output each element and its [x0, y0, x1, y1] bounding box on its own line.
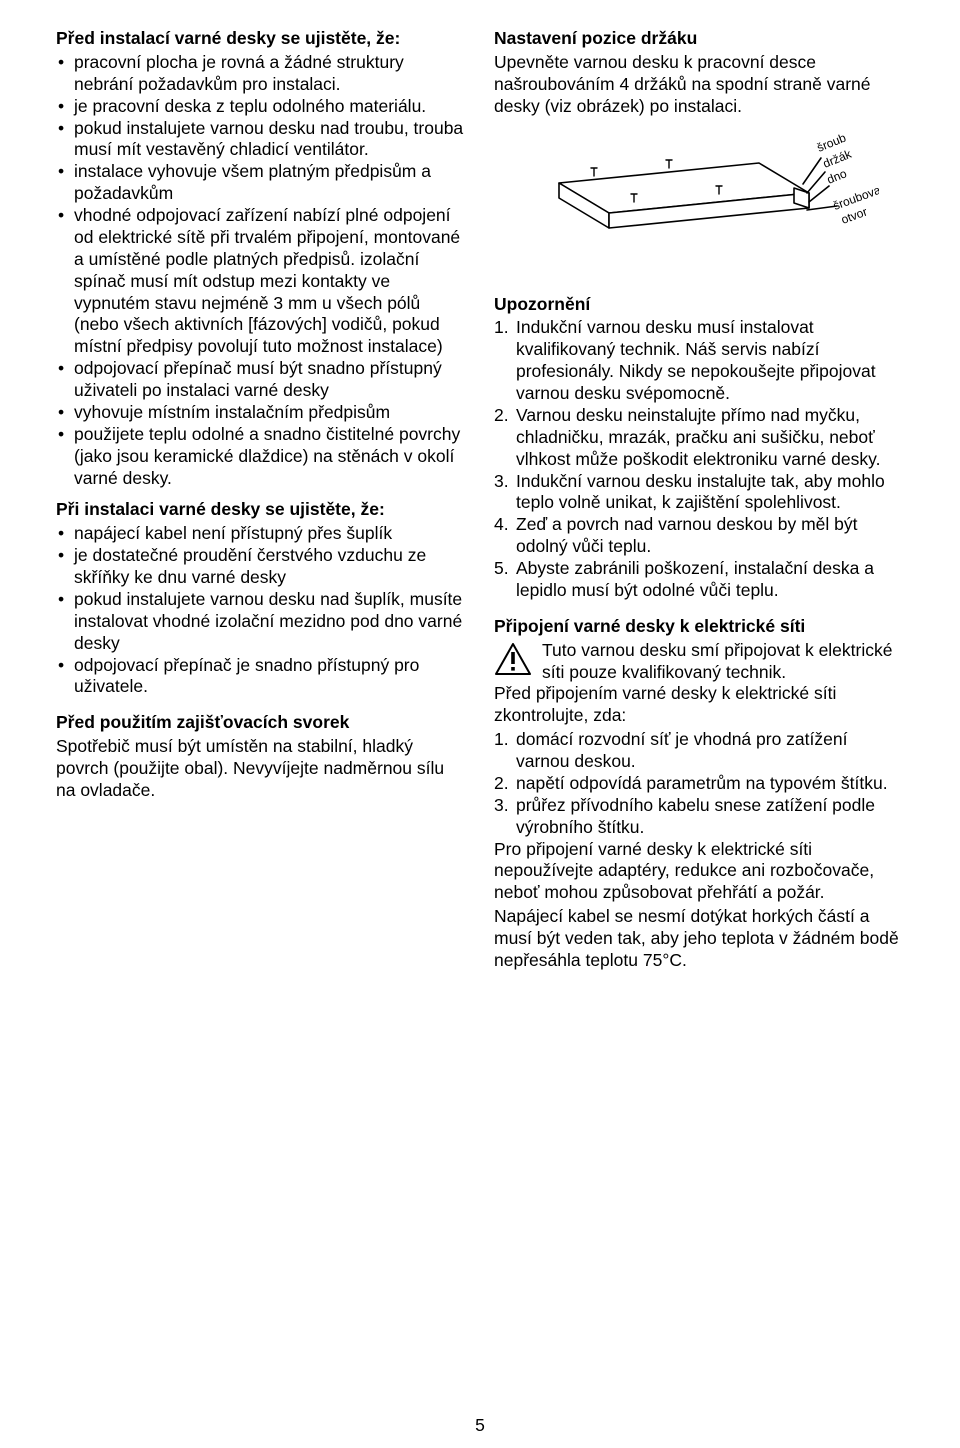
warning-callout: Tuto varnou desku smí připojovat k elekt… — [494, 640, 904, 684]
section-warning: Upozornění Indukční varnou desku musí in… — [494, 294, 904, 602]
list-item: průřez přívodního kabelu snese zatížení … — [494, 795, 904, 839]
section-before-install: Před instalací varné desky se ujistěte, … — [56, 28, 466, 489]
list-item: pracovní plocha je rovná a žádné struktu… — [56, 52, 466, 96]
section-during-install: Při instalaci varné desky se ujistěte, ž… — [56, 499, 466, 698]
list-item: napětí odpovídá parametrům na typovém št… — [494, 773, 904, 795]
heading-warning: Upozornění — [494, 294, 904, 316]
heading-electrical: Připojení varné desky k elektrické síti — [494, 616, 904, 638]
list-item: pokud instalujete varnou desku nad troub… — [56, 118, 466, 162]
list-electrical: domácí rozvodní síť je vhodná pro zatíže… — [494, 729, 904, 838]
heading-clamps: Před použitím zajišťovacích svorek — [56, 712, 466, 734]
para-electrical-tail1: Pro připojení varné desky k elektrické s… — [494, 839, 904, 905]
left-column: Před instalací varné desky se ujistěte, … — [56, 28, 466, 986]
two-column-layout: Před instalací varné desky se ujistěte, … — [56, 28, 904, 986]
para-electrical-lead: Před připojením varné desky k elektrické… — [494, 683, 904, 727]
list-item: Zeď a povrch nad varnou deskou by měl bý… — [494, 514, 904, 558]
list-item: napájecí kabel není přístupný přes šuplí… — [56, 523, 466, 545]
list-item: pokud instalujete varnou desku nad šuplí… — [56, 589, 466, 655]
heading-bracket-position: Nastavení pozice držáku — [494, 28, 904, 50]
list-item: vyhovuje místním instalačním předpisům — [56, 402, 466, 424]
list-before-install: pracovní plocha je rovná a žádné struktu… — [56, 52, 466, 490]
list-item: Indukční varnou desku instalujte tak, ab… — [494, 471, 904, 515]
list-item: Indukční varnou desku musí instalovat kv… — [494, 317, 904, 405]
heading-during-install: Při instalaci varné desky se ujistěte, ž… — [56, 499, 466, 521]
para-electrical-tail2: Napájecí kabel se nesmí dotýkat horkých … — [494, 906, 904, 972]
list-item: je pracovní deska z teplu odolného mater… — [56, 96, 466, 118]
para-clamps: Spotřebič musí být umístěn na stabilní, … — [56, 736, 466, 802]
list-warning: Indukční varnou desku musí instalovat kv… — [494, 317, 904, 601]
heading-before-install: Před instalací varné desky se ujistěte, … — [56, 28, 466, 50]
list-item: Abyste zabránili poškození, instalační d… — [494, 558, 904, 602]
list-item: odpojovací přepínač je snadno přístupný … — [56, 655, 466, 699]
bracket-diagram-svg: šroub držák dno šroubovací otvor — [519, 128, 879, 278]
warning-text: Tuto varnou desku smí připojovat k elekt… — [542, 640, 904, 684]
list-item: Varnou desku neinstalujte přímo nad myčk… — [494, 405, 904, 471]
para-bracket-position: Upevněte varnou desku k pracovní desce n… — [494, 52, 904, 118]
right-column: Nastavení pozice držáku Upevněte varnou … — [494, 28, 904, 986]
warning-icon — [494, 642, 532, 676]
list-item: vhodné odpojovací zařízení nabízí plné o… — [56, 205, 466, 358]
bracket-diagram: šroub držák dno šroubovací otvor — [494, 128, 904, 278]
section-clamps: Před použitím zajišťovacích svorek Spotř… — [56, 712, 466, 802]
list-item: domácí rozvodní síť je vhodná pro zatíže… — [494, 729, 904, 773]
page-number: 5 — [0, 1415, 960, 1436]
list-item: použijete teplu odolné a snadno čistitel… — [56, 424, 466, 490]
list-item: odpojovací přepínač musí být snadno přís… — [56, 358, 466, 402]
list-item: je dostatečné proudění čerstvého vzduchu… — [56, 545, 466, 589]
list-during-install: napájecí kabel není přístupný přes šuplí… — [56, 523, 466, 698]
section-electrical: Připojení varné desky k elektrické síti … — [494, 616, 904, 972]
section-bracket-position: Nastavení pozice držáku Upevněte varnou … — [494, 28, 904, 118]
list-item: instalace vyhovuje všem platným předpisů… — [56, 161, 466, 205]
